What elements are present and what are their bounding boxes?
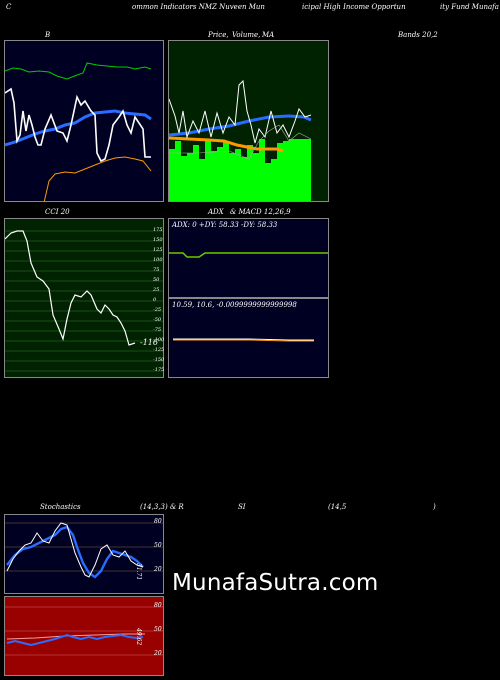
cci-tick-label: -50 [153,317,162,323]
bb-panel-title: B [45,31,51,39]
bb-middle-band [5,109,152,147]
cci-tick-label: 100 [153,257,163,263]
cci-line [5,230,136,346]
macd-signal-line [173,339,314,342]
cci-tick-label: -125 [153,347,165,353]
bb-lower-band [43,156,152,201]
stochastics-chart [4,514,164,594]
macd-line [173,338,314,341]
rsi-side-label: 49.62 [135,628,142,646]
price-volume-chart [168,40,329,202]
rsi-tick-label: 20 [154,650,162,657]
stoch-tick-label: 50 [154,542,162,549]
cci-tick-label: 50 [153,277,160,283]
adx-dy-line [169,252,328,258]
adx-readout: ADX: 0 +DY: 58.33 -DY: 58.33 [172,221,278,229]
bb-upper-band [5,62,152,80]
stoch-side-label: 31.71 [135,563,142,581]
rsi-signal-line [6,633,145,640]
header-part-3: icipal High Income Opportun [302,3,406,11]
bb-price-line [5,87,151,163]
title-close-paren: ) [433,503,436,511]
cci-tick-label: -25 [153,307,162,313]
cci-tick-label: 25 [153,287,160,293]
cci-tick-label: 175 [153,227,163,233]
brand-watermark: MunafaSutra.com [172,570,379,596]
cci-value-label: -116 [140,338,158,347]
header-part-1: C [6,3,12,11]
stoch-k-line [6,522,144,578]
price-title-ma: MA [262,31,275,39]
ma-long-line [169,136,284,153]
rsi-tick-label: 80 [154,602,162,609]
macd-panel-title: & MACD 12,26,9 [230,208,291,216]
cci-gridlines [5,230,163,372]
cci-tick-label: -100 [153,337,165,343]
cci-tick-label: -175 [153,367,165,373]
stoch-tick-label: 20 [154,566,162,573]
cci-chart [4,218,164,378]
adx-panel-title: ADX [208,208,224,216]
cci-tick-label: -75 [153,327,162,333]
stoch-title-mid: (14,3,3) & R [140,503,184,511]
rsi-title: SI [238,503,246,511]
macd-readout: 10.59, 10.6, -0.0099999999999998 [172,301,297,309]
price-thin-line [169,124,312,160]
stoch-tick-label: 80 [154,518,162,525]
macd-chart: 10.59, 10.6, -0.0099999999999998 [168,298,329,378]
header-part-4: ity Fund Munafa [440,3,499,11]
price-close-line [169,79,312,144]
header-part-2: ommon Indicators NMZ Nuveen Mun [132,3,265,11]
bands-label: Bands 20,2 [398,31,438,39]
cci-tick-label: 0 [153,297,157,303]
cci-panel-title: CCI 20 [45,208,70,216]
ma-short-line [169,114,312,137]
adx-chart: ADX: 0 +DY: 58.33 -DY: 58.33 [168,218,329,298]
cci-tick-label: 150 [153,237,163,243]
cci-tick-label: 125 [153,247,163,253]
rsi-line [6,633,144,647]
rsi-chart [4,596,164,676]
rsi-params: (14,5 [328,503,347,511]
cci-tick-label: 75 [153,267,160,273]
stoch-title-left: Stochastics [40,503,81,511]
bollinger-chart [4,40,164,202]
volume-bars [169,139,311,201]
price-title-price: Price, [208,31,229,39]
cci-tick-label: -150 [153,357,165,363]
rsi-tick-label: 50 [154,626,162,633]
price-title-volume: Volume, [232,31,261,39]
